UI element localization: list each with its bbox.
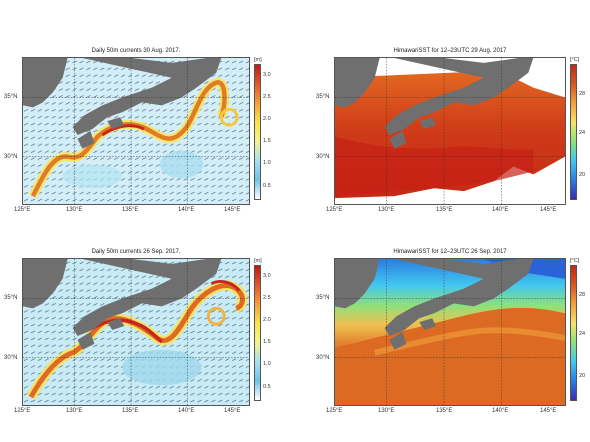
- colorbar-tick: 1.5: [263, 138, 271, 144]
- lon-label: 135°E: [436, 207, 453, 213]
- sst-map-sep: [334, 258, 566, 406]
- colorbar-tick: 3.0: [263, 72, 271, 78]
- panel-title: Daily 50m currents 26 Sep. 2017.: [91, 249, 181, 255]
- lon-label: 125°E: [326, 408, 343, 414]
- colorbar-tick: 20: [579, 373, 586, 379]
- sst-colorbar: [570, 265, 577, 401]
- lat-label: 35°N: [4, 94, 18, 100]
- lon-label: 140°E: [178, 408, 195, 414]
- lon-label: 125°E: [14, 207, 31, 213]
- lon-label: 130°E: [378, 207, 395, 213]
- sst-colorbar: [570, 64, 577, 200]
- lat-label: 35°N: [316, 94, 330, 100]
- lon-label: 130°E: [378, 408, 395, 414]
- lon-label: 125°E: [14, 408, 31, 414]
- colorbar-tick: 1.0: [263, 361, 271, 367]
- colorbar-tick: 0.5: [263, 183, 271, 189]
- colorbar-tick: 28: [579, 292, 586, 298]
- lon-label: 145°E: [224, 408, 241, 414]
- colorbar-unit: [m]: [254, 57, 262, 63]
- colorbar-tick: 28: [579, 91, 586, 97]
- lon-label: 125°E: [326, 207, 343, 213]
- lat-label: 30°N: [316, 154, 330, 160]
- currents-colorbar: [254, 265, 261, 401]
- colorbar-tick: 1.5: [263, 339, 271, 345]
- lon-label: 140°E: [492, 207, 509, 213]
- lat-label: 30°N: [316, 355, 330, 361]
- colorbar-tick: 24: [579, 331, 586, 337]
- colorbar-tick: 3.0: [263, 273, 271, 279]
- colorbar-tick: 2.0: [263, 116, 271, 122]
- lat-label: 30°N: [4, 154, 18, 160]
- colorbar-tick: 2.0: [263, 317, 271, 323]
- colorbar-unit: [°C]: [570, 258, 580, 264]
- panel-title: HimawariSST for 12–23UTC 29 Aug. 2017: [393, 48, 507, 54]
- lon-label: 140°E: [178, 207, 195, 213]
- colorbar-unit: [m]: [254, 258, 262, 264]
- lon-label: 145°E: [540, 408, 557, 414]
- lon-label: 135°E: [436, 408, 453, 414]
- lat-label: 35°N: [4, 295, 18, 301]
- lon-label: 140°E: [492, 408, 509, 414]
- colorbar-tick: 20: [579, 172, 586, 178]
- colorbar-tick: 2.5: [263, 94, 271, 100]
- lon-label: 145°E: [540, 207, 557, 213]
- panel-title: HimawariSST for 12–23UTC 26 Sep. 2017: [393, 249, 507, 255]
- colorbar-tick: 24: [579, 130, 586, 136]
- lon-label: 135°E: [122, 207, 139, 213]
- colorbar-unit: [°C]: [570, 57, 580, 63]
- currents-colorbar: [254, 64, 261, 200]
- sst-map-aug: [334, 57, 566, 205]
- lat-label: 35°N: [316, 295, 330, 301]
- lon-label: 130°E: [66, 408, 83, 414]
- colorbar-tick: 2.5: [263, 295, 271, 301]
- currents-map-aug: [22, 57, 250, 205]
- lon-label: 145°E: [224, 207, 241, 213]
- currents-map-sep: [22, 258, 250, 406]
- lon-label: 130°E: [66, 207, 83, 213]
- panel-title: Daily 50m currents 30 Aug. 2017.: [91, 48, 181, 54]
- colorbar-tick: 1.0: [263, 160, 271, 166]
- lat-label: 30°N: [4, 355, 18, 361]
- colorbar-tick: 0.5: [263, 384, 271, 390]
- lon-label: 135°E: [122, 408, 139, 414]
